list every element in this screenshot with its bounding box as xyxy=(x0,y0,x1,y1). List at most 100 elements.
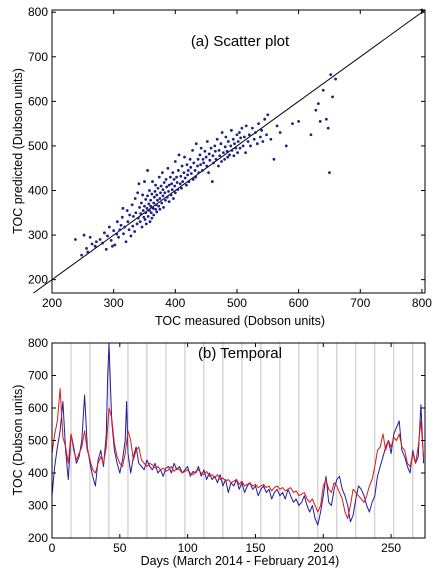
scatter-point xyxy=(314,108,318,112)
scatter-point xyxy=(154,203,158,207)
scatter-point xyxy=(168,175,172,179)
scatter-point xyxy=(249,144,252,148)
scatter-point xyxy=(309,133,313,137)
scatter-point xyxy=(244,124,248,128)
scatter-y-tick-label: 200 xyxy=(28,273,48,287)
scatter-point xyxy=(231,137,235,141)
scatter-point xyxy=(124,240,128,244)
scatter-point xyxy=(139,201,143,205)
scatter-point xyxy=(213,144,217,148)
scatter-point xyxy=(202,161,206,165)
scatter-point xyxy=(150,216,154,220)
scatter-point xyxy=(163,191,167,195)
scatter-point xyxy=(214,157,218,161)
temporal-x-tick-label: 50 xyxy=(113,541,127,555)
scatter-point xyxy=(199,163,202,167)
scatter-point xyxy=(240,126,244,130)
scatter-point xyxy=(201,169,204,172)
scatter-point xyxy=(226,140,230,143)
scatter-point xyxy=(142,215,146,219)
scatter-point xyxy=(143,180,146,183)
scatter-point xyxy=(215,137,219,141)
scatter-point xyxy=(258,135,262,139)
scatter-point xyxy=(244,151,247,155)
scatter-point xyxy=(242,135,246,139)
scatter-point xyxy=(131,224,135,228)
scatter-point xyxy=(275,124,279,128)
scatter-point xyxy=(297,120,301,123)
scatter-point xyxy=(140,225,144,229)
scatter-point xyxy=(141,193,145,197)
scatter-point xyxy=(183,155,186,159)
temporal-y-tick-label: 500 xyxy=(28,434,48,448)
scatter-point xyxy=(153,189,157,193)
scatter-point xyxy=(220,131,224,134)
temporal-y-axis-label: TOC (Dubson units) xyxy=(11,385,25,496)
scatter-point xyxy=(138,206,141,209)
scatter-point xyxy=(316,102,320,105)
temporal-y-tick-label: 200 xyxy=(28,531,48,545)
scatter-point xyxy=(224,135,228,139)
scatter-point xyxy=(328,171,331,175)
scatter-point xyxy=(272,157,276,161)
scatter-point xyxy=(130,203,134,207)
scatter-point xyxy=(209,146,213,150)
scatter-point xyxy=(149,204,153,208)
scatter-point xyxy=(230,148,234,152)
scatter-point xyxy=(93,244,97,248)
scatter-point xyxy=(107,225,111,229)
scatter-point xyxy=(144,198,148,201)
scatter-point xyxy=(159,184,163,188)
scatter-point xyxy=(131,214,135,218)
scatter-point xyxy=(331,95,334,99)
scatter-point xyxy=(234,146,238,150)
scatter-point xyxy=(133,230,137,233)
scatter-plot-frame xyxy=(51,9,426,294)
temporal-y-tick-label: 400 xyxy=(28,466,48,480)
scatter-point xyxy=(160,201,164,205)
scatter-point xyxy=(181,180,185,183)
scatter-point xyxy=(326,126,330,130)
scatter-point xyxy=(189,172,193,175)
scatter-point xyxy=(252,137,256,141)
scatter-point xyxy=(155,193,159,197)
scatter-point xyxy=(177,153,181,157)
scatter-point xyxy=(143,204,146,208)
scatter-point xyxy=(129,234,133,238)
scatter-point xyxy=(74,238,77,241)
scatter-point xyxy=(212,161,215,165)
temporal-panel: 0 50 100 150 200 250 200 300 400 500 600 700 800 (b)… xyxy=(11,336,426,568)
scatter-point xyxy=(162,206,165,209)
scatter-point xyxy=(117,235,120,239)
scatter-y-tick-label: 500 xyxy=(28,139,48,153)
scatter-point xyxy=(144,222,148,226)
scatter-point xyxy=(182,171,186,175)
scatter-point xyxy=(265,133,268,137)
scatter-point xyxy=(157,175,161,179)
scatter-point xyxy=(94,240,98,244)
scatter-y-tick-label: 400 xyxy=(28,183,48,197)
scatter-point xyxy=(158,197,162,200)
temporal-x-tick-label: 100 xyxy=(178,541,198,555)
scatter-point xyxy=(278,131,282,134)
scatter-point xyxy=(196,157,200,161)
scatter-y-tick-label: 600 xyxy=(28,94,48,108)
scatter-point xyxy=(255,142,259,146)
scatter-point xyxy=(180,186,183,190)
scatter-point xyxy=(204,155,208,159)
temporal-series-red-line xyxy=(51,388,425,519)
scatter-point xyxy=(86,250,90,254)
scatter-point xyxy=(194,175,198,179)
scatter-point xyxy=(151,180,154,183)
scatter-point xyxy=(115,232,119,236)
scatter-point xyxy=(159,191,162,195)
scatter-point xyxy=(141,209,145,212)
scatter-point xyxy=(321,88,325,92)
scatter-point xyxy=(154,183,157,187)
scatter-point xyxy=(210,180,214,183)
scatter-point xyxy=(80,253,83,257)
scatter-point xyxy=(167,189,170,193)
temporal-series-layer xyxy=(51,342,425,526)
scatter-point xyxy=(233,142,236,146)
scatter-point xyxy=(291,122,294,126)
